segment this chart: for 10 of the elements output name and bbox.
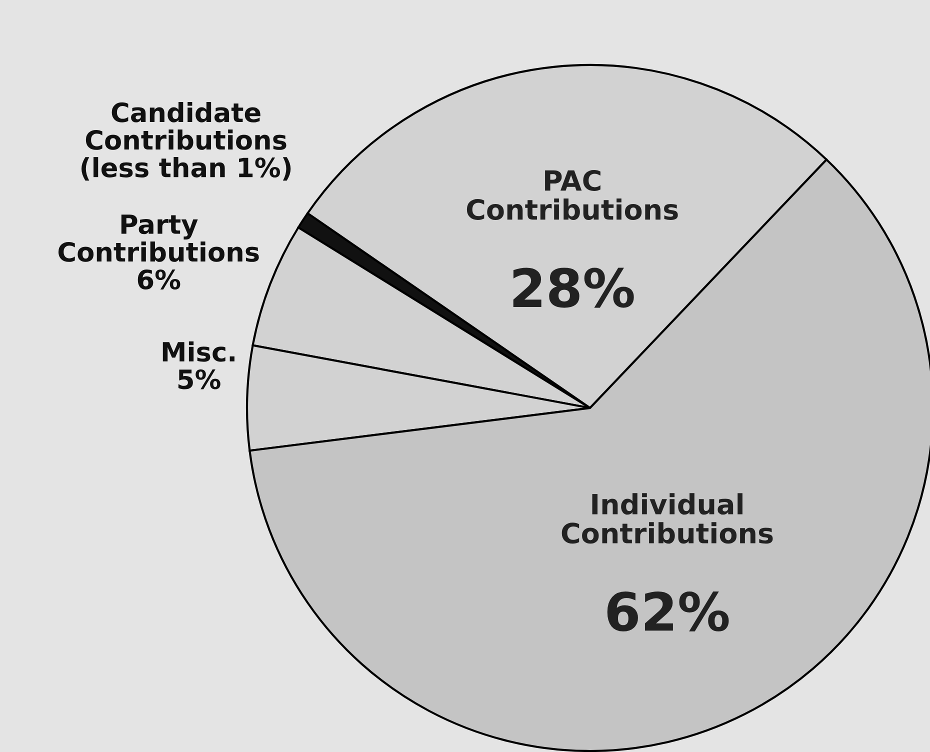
slice-label: Individual Contributions: [562, 493, 773, 544]
data-label: 62%: [607, 592, 729, 632]
data-label: (less than 1%): [82, 157, 291, 181]
slice-label: Party Contributions: [58, 214, 259, 262]
slice-label: Misc.: [162, 341, 234, 362]
data-label: 5%: [178, 369, 220, 390]
data-label: 28%: [513, 268, 634, 308]
data-label: 6%: [138, 270, 180, 290]
slice-label: PAC Contributions: [466, 170, 678, 220]
slice-label: Candidate Contributions: [86, 102, 286, 150]
